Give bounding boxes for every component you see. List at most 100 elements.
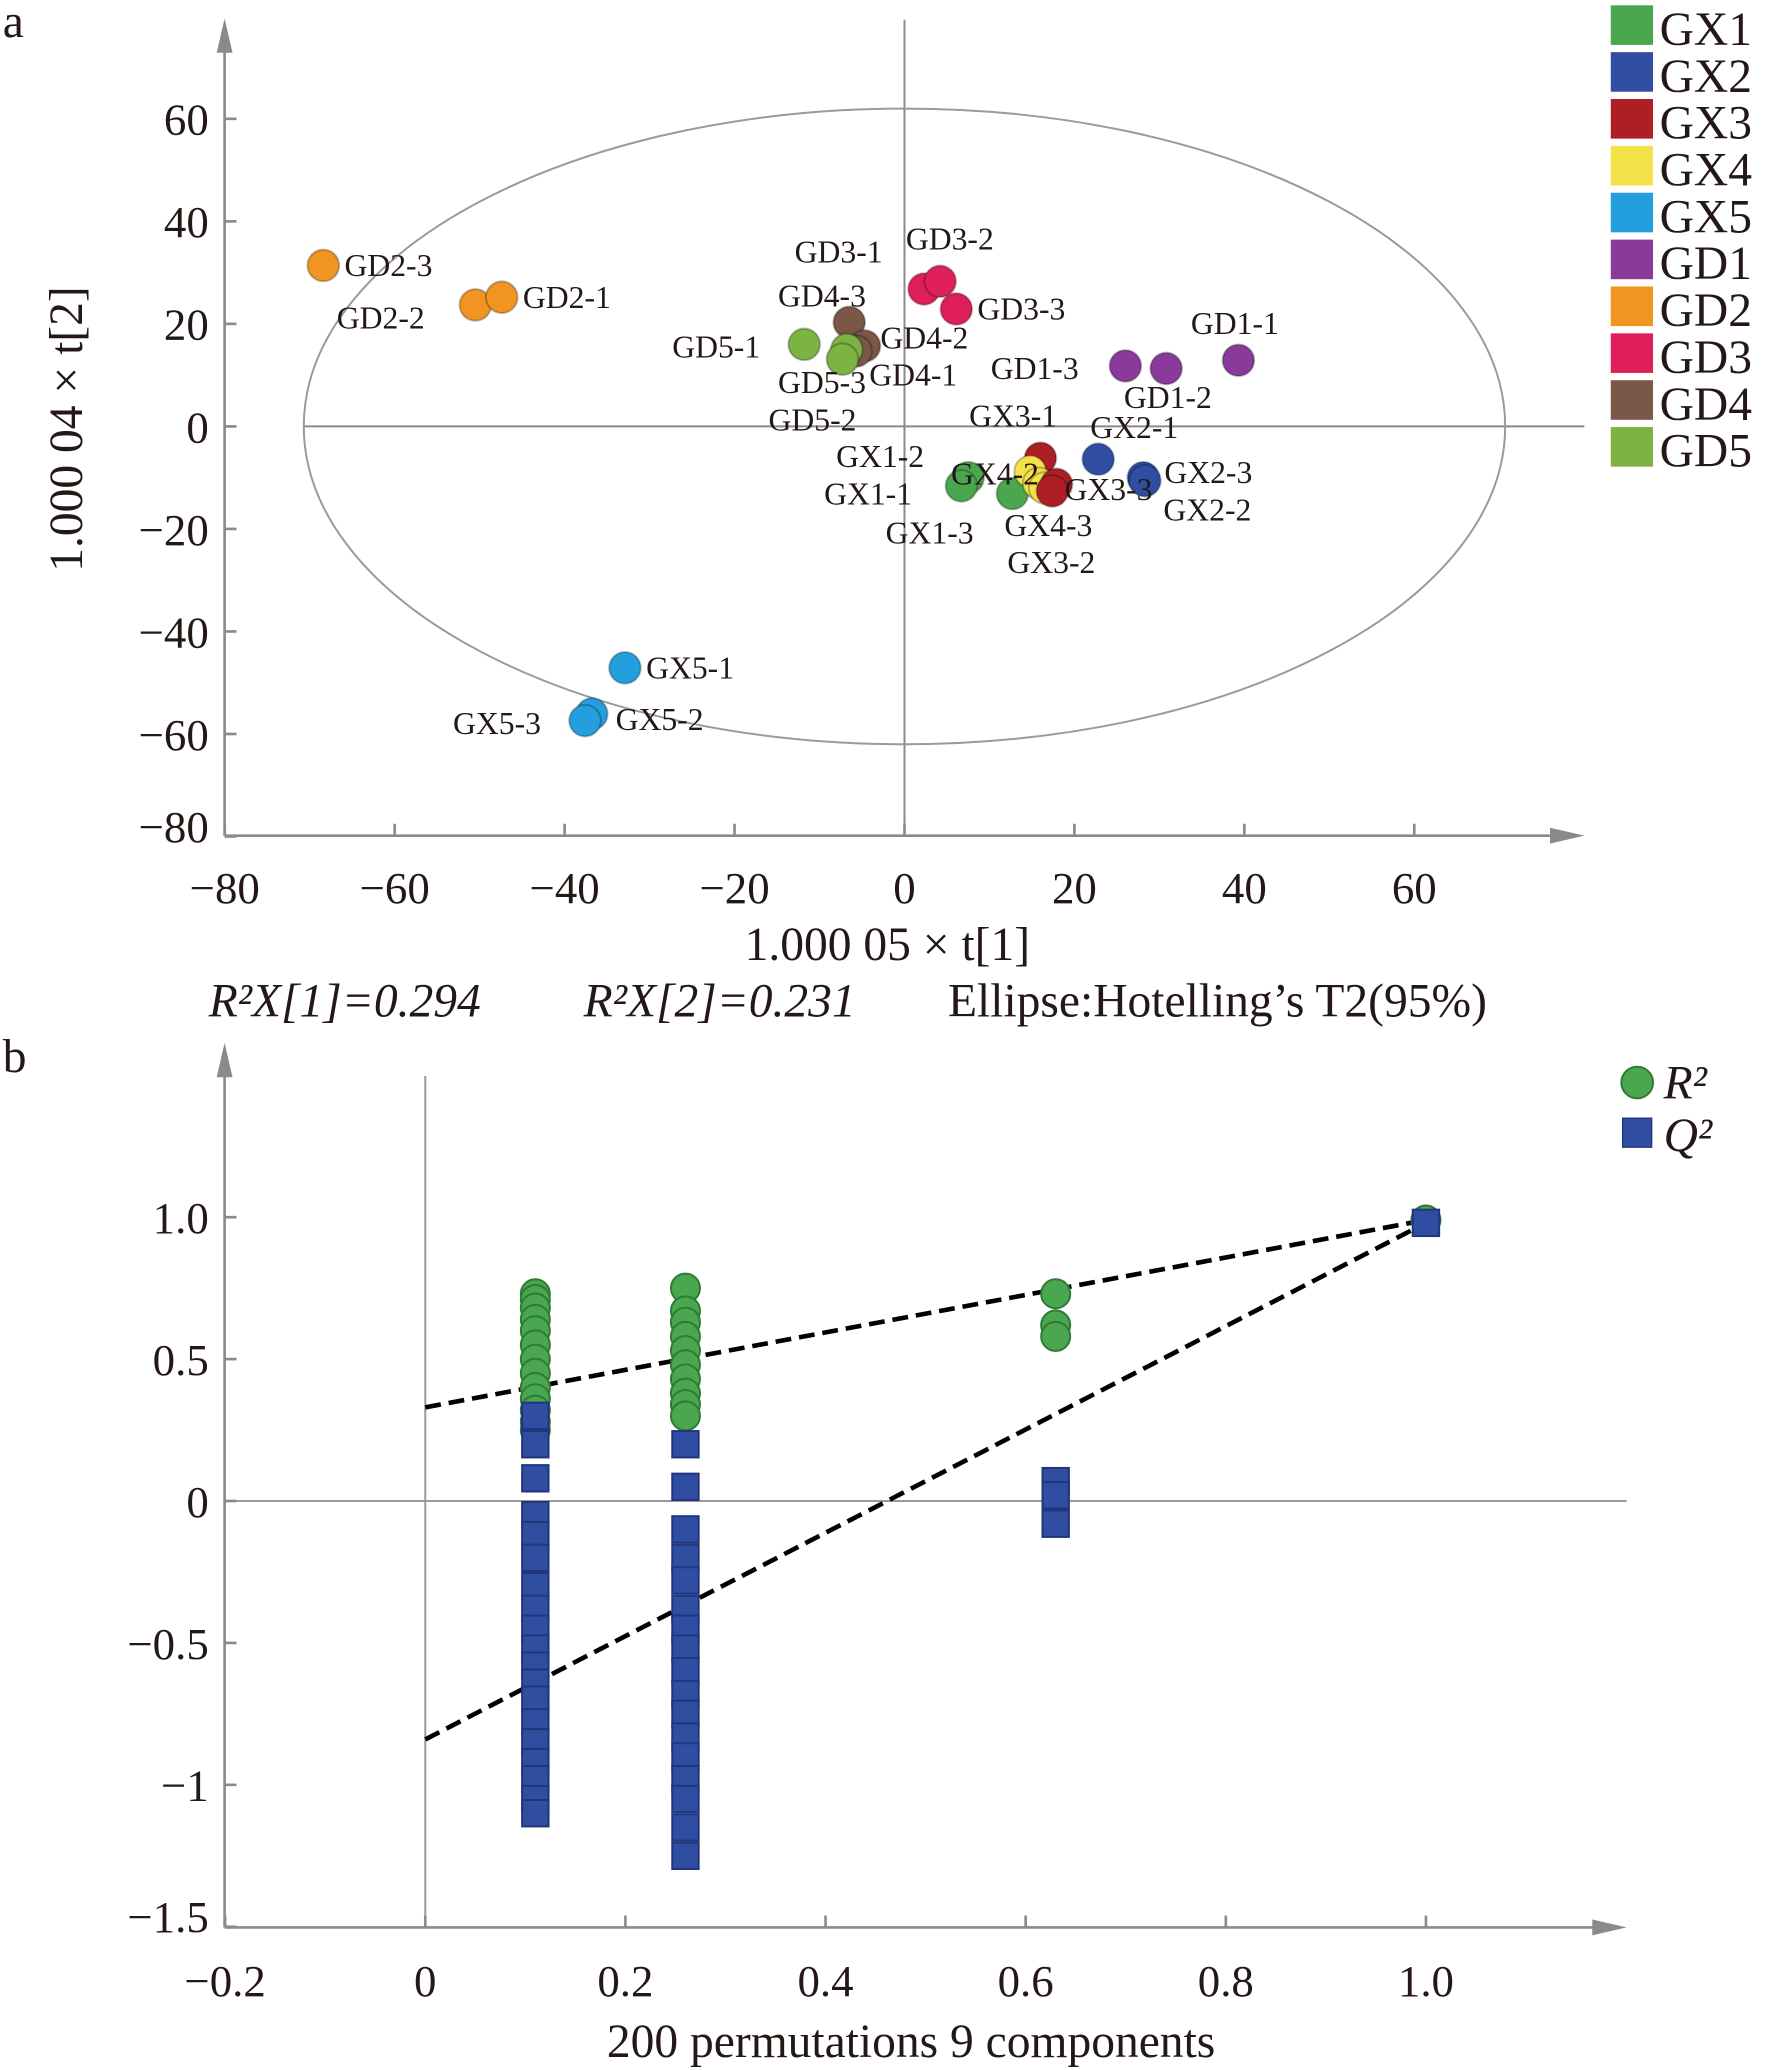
q2-point (671, 1841, 700, 1870)
footer-r2x1: R²X[1]=0.294 (208, 976, 481, 1028)
point-label: GX1-2 (836, 439, 924, 474)
legend-marker-r2 (1620, 1065, 1654, 1100)
point-label: GD2-3 (344, 248, 432, 283)
point-GD1-2 (1149, 351, 1184, 386)
legend-label: GX2 (1660, 51, 1752, 103)
point-GX2-2 (1128, 463, 1162, 498)
q2-point (671, 1472, 700, 1502)
x-tick-label: 0.6 (998, 1956, 1054, 2006)
point-label: GD4-2 (880, 321, 968, 356)
trend-line-r2 (424, 1217, 1427, 1410)
q2-point (521, 1464, 550, 1493)
point-label: GX1-3 (886, 516, 974, 551)
legend-label: GX5 (1660, 191, 1752, 243)
x-tick-label: −20 (699, 863, 769, 913)
y-tick-label: 60 (164, 95, 209, 145)
point-label: GD2-2 (337, 301, 425, 336)
point-GD1-3 (1108, 349, 1143, 383)
trend-line-q2 (424, 1220, 1428, 1742)
legend-swatch-GX4 (1610, 145, 1654, 186)
legend-swatch-GX2 (1610, 52, 1654, 92)
point-label: GX5-2 (616, 702, 704, 737)
legend-label: GX3 (1660, 98, 1752, 150)
point-label: GD5-2 (769, 403, 857, 438)
x-axis-title: 200 permutations 9 components (607, 2016, 1215, 2068)
y-tick-label: −40 (139, 607, 209, 657)
q2-point (671, 1430, 700, 1459)
x-axis-arrow (1592, 1919, 1627, 1936)
x-tick-label: −80 (190, 863, 260, 913)
y-tick-label: −60 (139, 710, 209, 760)
point-GX5-3 (568, 703, 602, 738)
y-axis-title: 1.000 04 × t[2] (41, 286, 93, 571)
x-axis-title: 1.000 05 × t[1] (745, 919, 1030, 971)
point-GX2-1 (1081, 442, 1116, 477)
panel-label-a: a (3, 0, 24, 48)
point-label: GD4-3 (778, 279, 866, 314)
x-tick-label: −60 (360, 863, 430, 913)
point-label: GX4-2 (951, 457, 1039, 492)
x-tick-label: 0 (414, 1956, 436, 2006)
y-tick-label: −20 (139, 505, 209, 555)
point-label: GX3-2 (1007, 545, 1095, 580)
legend-label: GD2 (1660, 285, 1752, 337)
y-tick-label: −1 (161, 1761, 209, 1811)
point-label: GX2-3 (1164, 455, 1252, 490)
legend-swatch-GD4 (1610, 380, 1654, 420)
y-axis-arrow (216, 1042, 233, 1078)
q2-point (521, 1543, 550, 1572)
legend-label-q2: Q² (1664, 1110, 1713, 1162)
footer-ellipse: Ellipse:Hotelling’s T2(95%) (948, 976, 1487, 1028)
legend-swatch-GD1 (1610, 239, 1654, 280)
point-label: GX5-1 (646, 650, 734, 685)
legend-label: GX4 (1660, 144, 1753, 196)
permutation-plot: −0.2 0 0.2 0.4 0.6 0.8 1.0 −1.5 −1 −0.5 0 0.5 1.0 200… (127, 1042, 1713, 2068)
x-tick-label: 60 (1392, 863, 1437, 913)
point-label: GD3-1 (795, 235, 883, 270)
r2-point (1040, 1278, 1072, 1310)
q2-point (1411, 1208, 1441, 1238)
y-tick-label: −0.5 (127, 1619, 208, 1669)
legend-label: GX1 (1660, 4, 1752, 56)
pca-score-plot: −80 −60 −40 −20 0 20 40 60 −80 −60 −40 −20 0 20 40 60 1.… (41, 4, 1752, 1028)
footer-r2x2: R²X[2]=0.231 (583, 976, 856, 1028)
q2-point (521, 1401, 550, 1431)
legend-swatch-GD3 (1610, 333, 1654, 373)
point-label: GD3-3 (977, 292, 1065, 327)
point-GD1-1 (1221, 343, 1256, 378)
point-label: GX1-1 (824, 476, 912, 511)
q2-point (671, 1784, 700, 1814)
point-GD2-1 (484, 280, 519, 315)
x-axis-arrow (1550, 827, 1585, 844)
point-label: GD5-1 (672, 330, 760, 365)
point-label: GX2-1 (1090, 410, 1178, 445)
x-tick-label: 0 (893, 863, 915, 913)
legend-swatch-GX5 (1610, 192, 1654, 233)
point-GD3-2 (923, 264, 957, 299)
q2-point (671, 1515, 700, 1544)
q2-point (671, 1813, 700, 1842)
point-label: GX5-3 (453, 706, 541, 741)
y-tick-label: 1.0 (153, 1193, 209, 1243)
point-label: GD4-1 (869, 357, 957, 392)
point-label: GD2-1 (523, 280, 611, 315)
y-tick-label: −80 (139, 802, 209, 852)
point-label: GX4-3 (1004, 508, 1092, 543)
point-label: GD1-1 (1191, 306, 1279, 341)
point-label: GD5-3 (778, 365, 866, 400)
legend-swatch-GD5 (1610, 427, 1654, 467)
x-tick-label: 20 (1052, 863, 1097, 913)
x-tick-label: 40 (1222, 863, 1267, 913)
legend-marker-q2 (1621, 1117, 1653, 1148)
y-tick-label: 20 (164, 300, 209, 350)
point-GX1-1 (944, 469, 979, 503)
point-GD2-3 (306, 248, 341, 283)
legend-label: GD5 (1660, 426, 1752, 478)
x-tick-label: −40 (530, 863, 600, 913)
x-tick-label: 0.8 (1198, 1956, 1254, 2006)
point-label: GD1-3 (991, 351, 1079, 386)
y-tick-label: 0 (186, 1477, 208, 1527)
legend-swatch-GD2 (1610, 286, 1654, 327)
q2-point (521, 1430, 550, 1459)
